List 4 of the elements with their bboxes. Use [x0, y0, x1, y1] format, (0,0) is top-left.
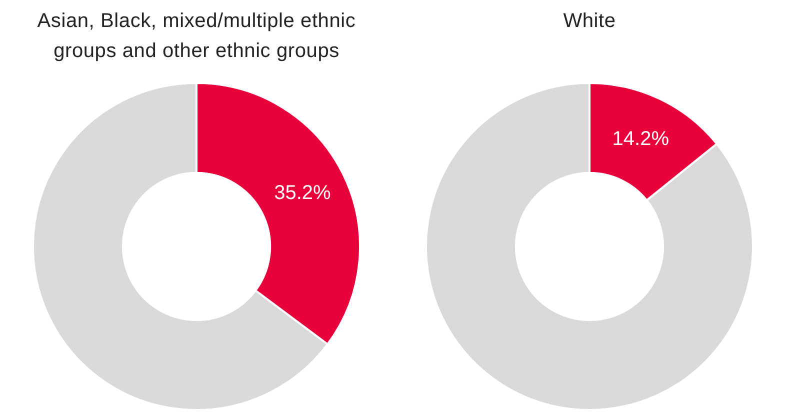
- data-label: 14.2%: [612, 128, 670, 150]
- data-label: 35.2%: [274, 182, 332, 204]
- chart-title: Asian, Black, mixed/multiple ethnic groups and other ethnic groups: [36, 9, 357, 64]
- chart-title: White: [562, 9, 617, 34]
